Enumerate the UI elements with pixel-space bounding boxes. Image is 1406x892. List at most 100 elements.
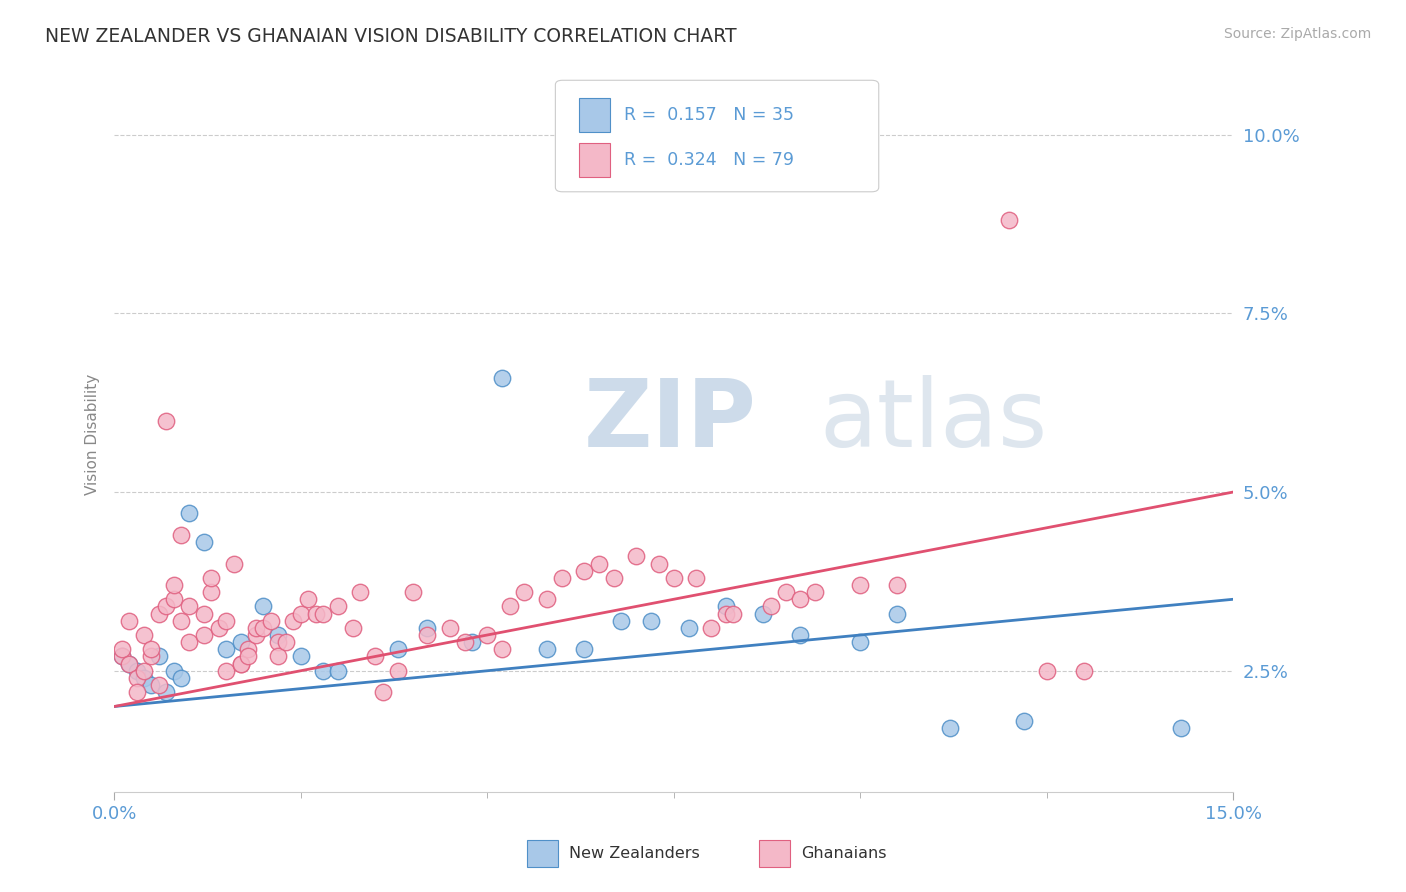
Point <box>111 649 134 664</box>
Point <box>849 578 872 592</box>
Y-axis label: Vision Disability: Vision Disability <box>86 375 100 495</box>
Point <box>132 628 155 642</box>
Point <box>155 599 177 614</box>
Point <box>998 213 1021 227</box>
Point <box>401 585 423 599</box>
Point <box>775 585 797 599</box>
Point <box>245 621 267 635</box>
Point <box>326 664 349 678</box>
Point <box>572 642 595 657</box>
Point <box>200 571 222 585</box>
Point <box>229 657 252 671</box>
Point <box>207 621 229 635</box>
Text: Source: ZipAtlas.com: Source: ZipAtlas.com <box>1223 27 1371 41</box>
Point <box>141 649 163 664</box>
Point <box>163 592 186 607</box>
Point <box>610 614 633 628</box>
Point <box>1035 664 1057 678</box>
Point <box>804 585 827 599</box>
Point <box>170 528 193 542</box>
Point <box>416 628 439 642</box>
Point <box>267 628 290 642</box>
Point <box>215 664 238 678</box>
Point <box>364 649 387 664</box>
Point <box>111 642 134 657</box>
Point <box>177 635 200 649</box>
Point <box>163 664 186 678</box>
Point <box>238 642 260 657</box>
Point <box>640 614 662 628</box>
Point <box>274 635 297 649</box>
Point <box>759 599 782 614</box>
Point <box>387 642 409 657</box>
Point <box>461 635 484 649</box>
Text: atlas: atlas <box>820 375 1047 467</box>
Point <box>118 657 141 671</box>
Point <box>222 557 245 571</box>
Point <box>229 657 252 671</box>
Point <box>752 607 775 621</box>
Point <box>662 571 685 585</box>
Point <box>536 592 558 607</box>
Point <box>132 664 155 678</box>
Point <box>387 664 409 678</box>
Point <box>789 592 811 607</box>
Point <box>678 621 700 635</box>
Point <box>349 585 371 599</box>
Point <box>290 649 312 664</box>
Point <box>252 621 274 635</box>
Point <box>148 678 170 692</box>
Point <box>252 599 274 614</box>
Point <box>177 507 200 521</box>
Point <box>170 614 193 628</box>
Point <box>938 721 960 735</box>
Point <box>118 614 141 628</box>
Point <box>245 628 267 642</box>
Point <box>789 628 811 642</box>
Point <box>416 621 439 635</box>
Point <box>536 642 558 657</box>
Text: New Zealanders: New Zealanders <box>569 847 700 861</box>
Point <box>111 649 134 664</box>
Point <box>125 671 148 685</box>
Point <box>312 664 335 678</box>
Point <box>200 585 222 599</box>
Text: R =  0.157   N = 35: R = 0.157 N = 35 <box>624 106 794 124</box>
Point <box>886 578 908 592</box>
Text: NEW ZEALANDER VS GHANAIAN VISION DISABILITY CORRELATION CHART: NEW ZEALANDER VS GHANAIAN VISION DISABIL… <box>45 27 737 45</box>
Point <box>714 607 737 621</box>
Point <box>267 635 290 649</box>
Point <box>132 671 155 685</box>
Point <box>148 607 170 621</box>
Point <box>283 614 305 628</box>
Point <box>125 664 148 678</box>
Point <box>260 614 283 628</box>
Point <box>498 599 520 614</box>
Text: Ghanaians: Ghanaians <box>801 847 887 861</box>
Point <box>626 549 648 564</box>
Point <box>326 599 349 614</box>
Point <box>685 571 707 585</box>
Point <box>215 614 238 628</box>
Point <box>125 685 148 699</box>
Point <box>700 621 723 635</box>
Point <box>342 621 364 635</box>
Point <box>215 642 238 657</box>
Point <box>155 413 177 427</box>
Point <box>148 649 170 664</box>
Point <box>141 678 163 692</box>
Point <box>513 585 536 599</box>
Point <box>723 607 745 621</box>
Point <box>886 607 908 621</box>
Point <box>475 628 498 642</box>
Point <box>714 599 737 614</box>
Point <box>155 685 177 699</box>
Point <box>193 607 215 621</box>
Point <box>170 671 193 685</box>
Point <box>1170 721 1192 735</box>
Point <box>648 557 671 571</box>
Point <box>193 628 215 642</box>
Text: ZIP: ZIP <box>583 375 756 467</box>
Point <box>229 635 252 649</box>
Point <box>290 607 312 621</box>
